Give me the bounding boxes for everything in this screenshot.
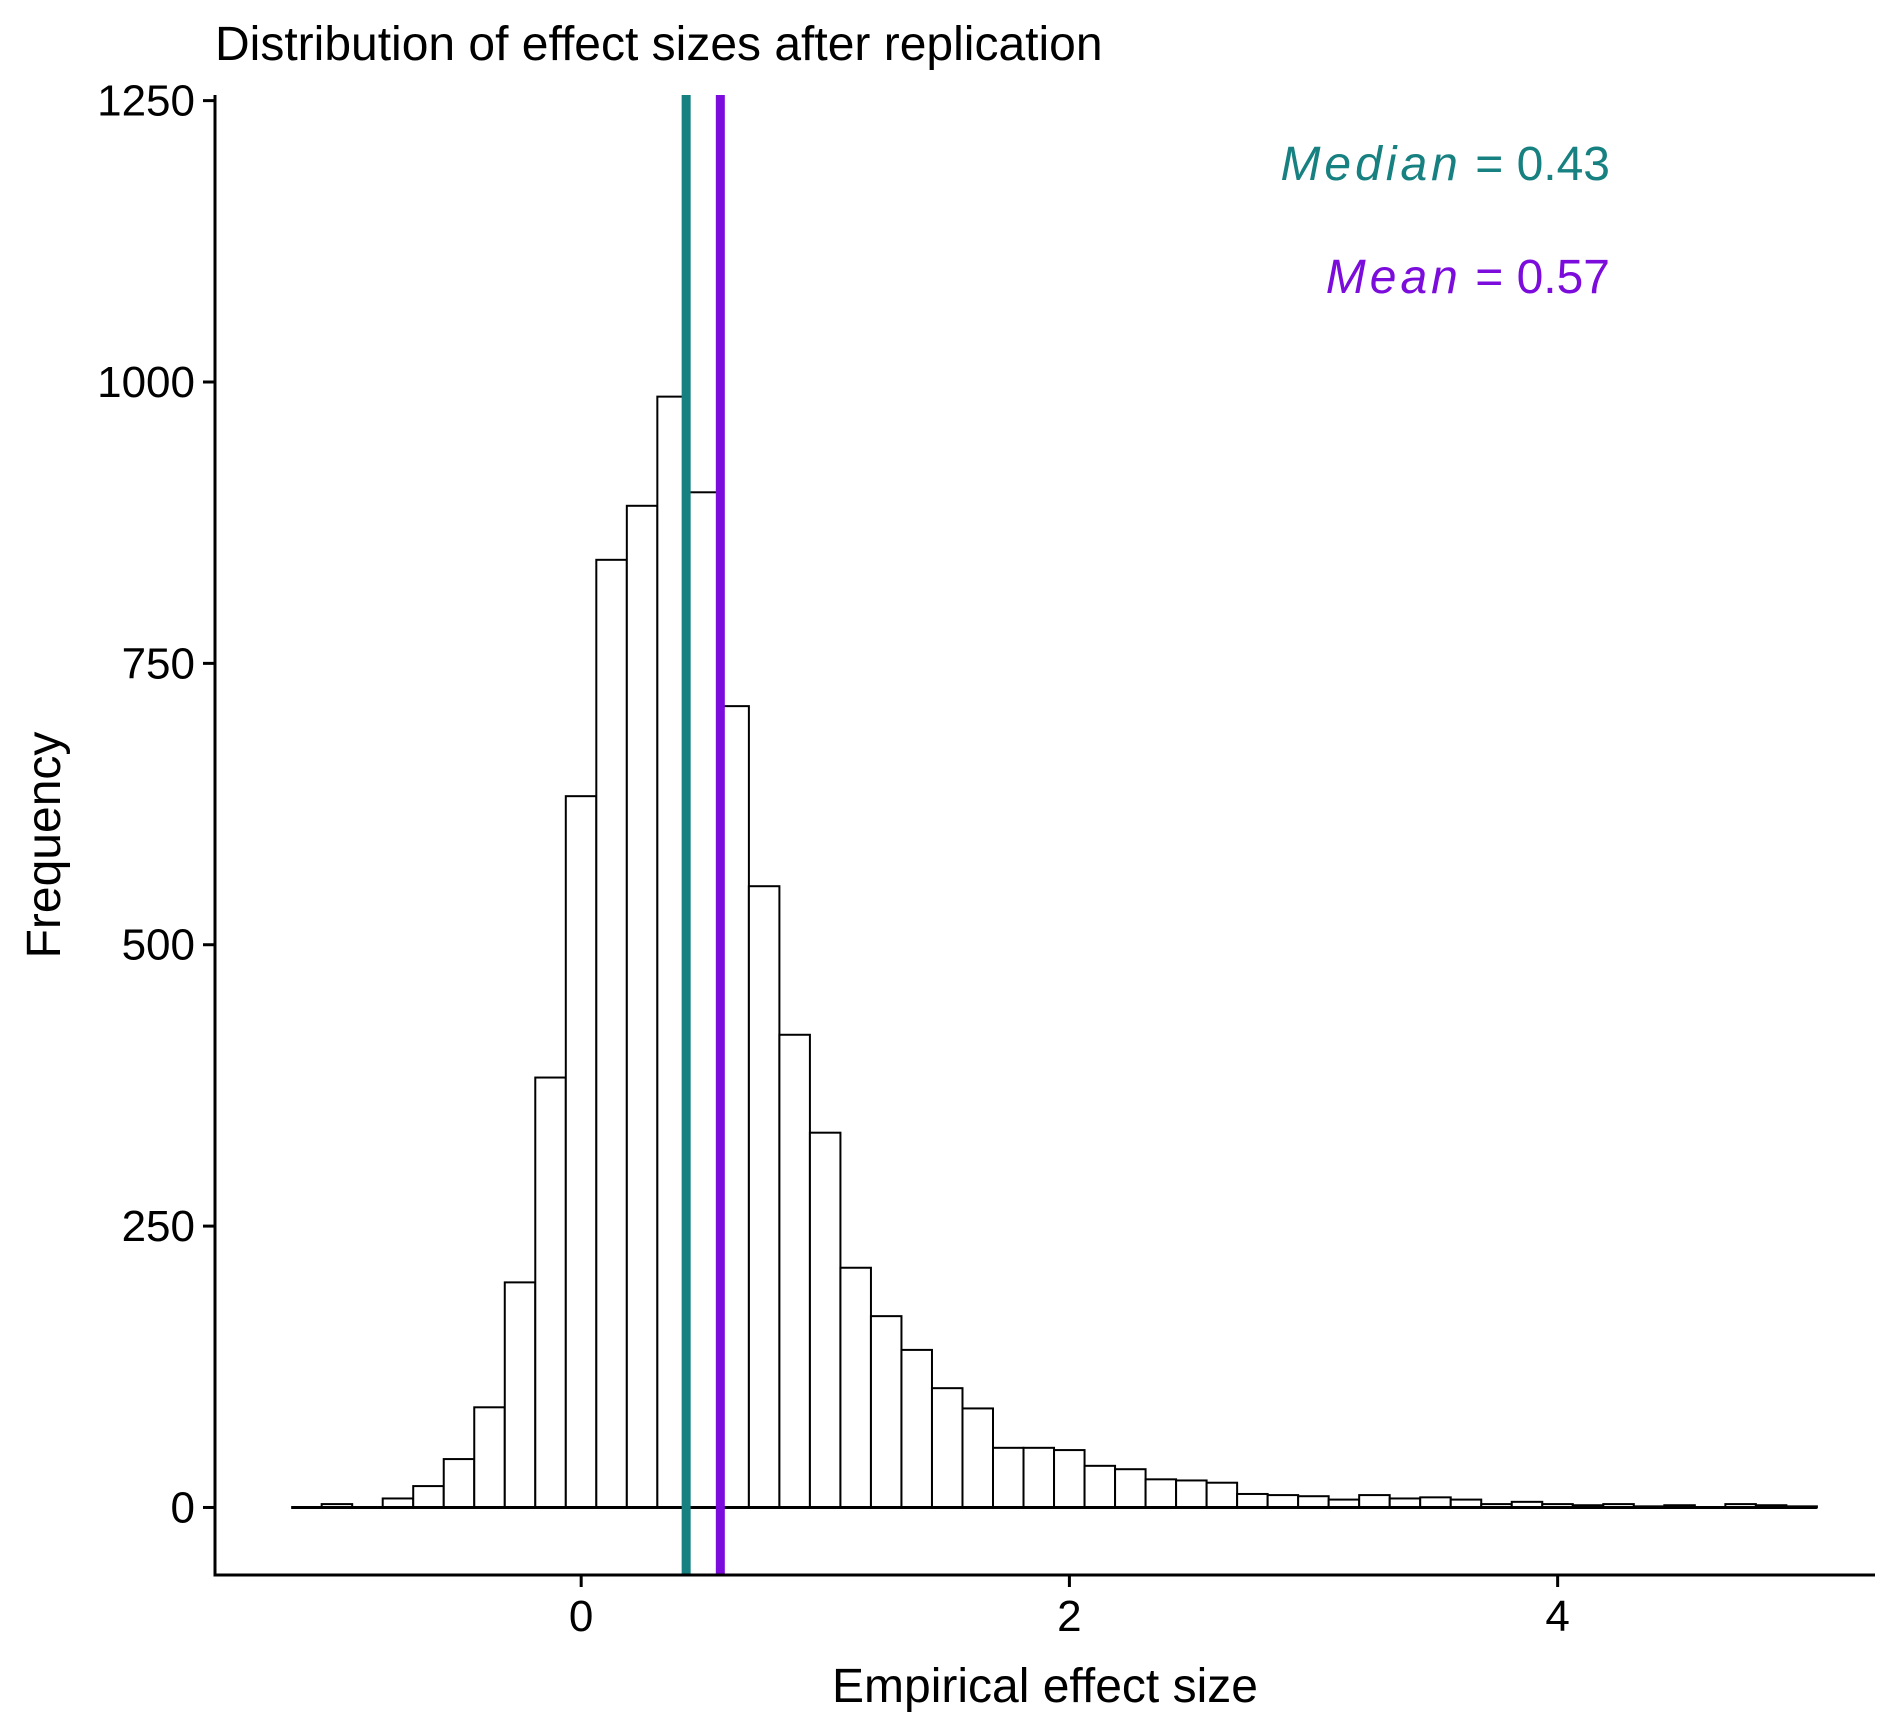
- histogram-bar: [625, 504, 659, 1509]
- histogram-bar: [473, 1406, 506, 1509]
- histogram-bar: [1022, 1446, 1056, 1509]
- histogram-bar: [686, 491, 720, 1509]
- histogram-bar: [1144, 1478, 1178, 1509]
- bars-layer: [291, 395, 1818, 1509]
- axes-layer: 0 250 500 750 1000 1250 0 2 4: [97, 77, 1875, 1641]
- y-tick-label: 1000: [97, 358, 195, 407]
- annotation-median: Median = 0.43: [1280, 138, 1610, 191]
- annotation-median-value: = 0.43: [1462, 138, 1610, 191]
- histogram-bar: [747, 885, 781, 1509]
- histogram-bar: [1266, 1494, 1300, 1509]
- histogram-bar: [930, 1387, 964, 1509]
- annotation-mean-value: = 0.57: [1462, 251, 1610, 304]
- y-tick-label: 250: [122, 1202, 195, 1251]
- histogram-bar: [900, 1348, 933, 1509]
- histogram-bar: [808, 1131, 842, 1509]
- annotation-mean: Mean = 0.57: [1326, 251, 1610, 304]
- y-tick-label: 500: [122, 921, 195, 970]
- histogram-bar: [1419, 1496, 1452, 1509]
- y-tick-label: 750: [122, 639, 195, 688]
- annotations-layer: Median = 0.43 Mean = 0.57: [1280, 138, 1610, 304]
- histogram-bar: [1297, 1495, 1330, 1509]
- histogram-bar: [1083, 1464, 1117, 1509]
- y-tick-label: 0: [171, 1483, 195, 1532]
- x-tick-label: 2: [1057, 1592, 1081, 1641]
- histogram-bar: [839, 1266, 872, 1509]
- x-axis-title: Empirical effect size: [832, 1660, 1258, 1713]
- y-axis-title: Frequency: [18, 732, 71, 959]
- histogram-bar: [534, 1076, 567, 1509]
- histogram-bar: [1358, 1494, 1391, 1509]
- histogram-bar: [1053, 1449, 1086, 1509]
- reference-lines-layer: [681, 95, 725, 1575]
- histogram-bar: [992, 1446, 1025, 1509]
- histogram-bar: [1114, 1468, 1147, 1509]
- y-tick-label: 1250: [97, 77, 195, 126]
- histogram-bar: [869, 1315, 903, 1509]
- chart-title: Distribution of effect sizes after repli…: [215, 18, 1103, 71]
- x-tick-label: 0: [569, 1592, 593, 1641]
- histogram-bar: [1175, 1479, 1208, 1509]
- histogram-bar: [595, 558, 628, 1509]
- annotation-median-label: Median: [1280, 138, 1461, 191]
- histogram-bar: [412, 1485, 445, 1509]
- histogram-bar: [442, 1458, 476, 1509]
- x-tick-label: 4: [1545, 1592, 1569, 1641]
- annotation-mean-label: Mean: [1326, 251, 1462, 304]
- histogram-bar: [961, 1407, 995, 1509]
- histogram-bar: [778, 1033, 811, 1509]
- histogram-bar: [1236, 1492, 1269, 1509]
- histogram-bar: [503, 1281, 537, 1509]
- histogram-bar: [1205, 1481, 1239, 1509]
- histogram-bar: [564, 795, 598, 1509]
